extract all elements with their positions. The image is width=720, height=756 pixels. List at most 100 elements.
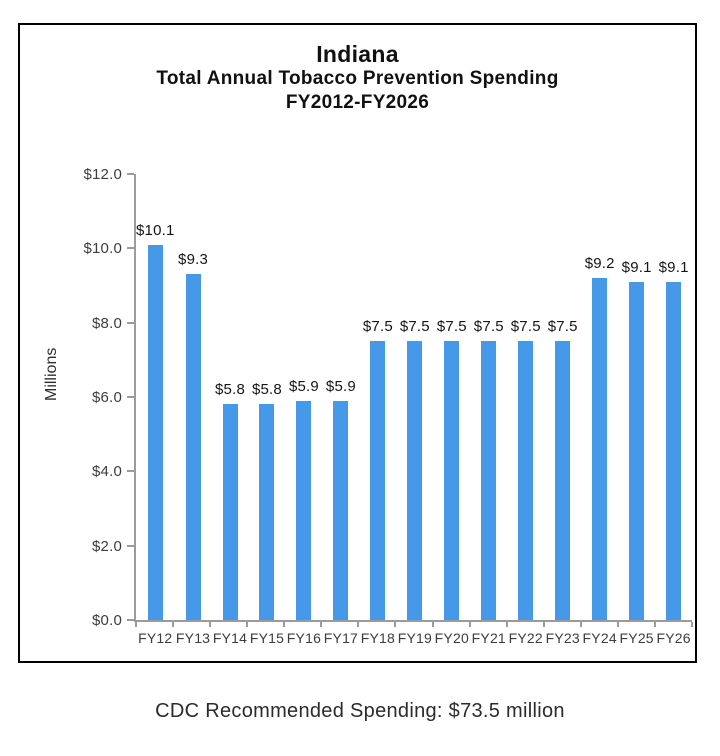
bar-value-label: $7.5 [399, 318, 430, 336]
x-tick-label: FY14 [212, 630, 248, 646]
bar-columns: $10.1 FY12 $9.3 FY13 $5.8 FY14 $5.8 FY15 $5.9 FY1… [136, 174, 692, 646]
bar-column: $7.5 FY19 [396, 174, 433, 646]
y-tick-label: $4.0 [92, 463, 122, 481]
x-axis-tick [468, 622, 471, 627]
x-axis-tick [320, 622, 323, 627]
bar-column: $7.5 FY21 [470, 174, 507, 646]
y-axis-tick [127, 544, 134, 547]
bar-column: $7.5 FY18 [359, 174, 396, 646]
bar [555, 341, 571, 620]
y-tick-label: $0.0 [92, 612, 122, 629]
bar-column: $7.5 FY22 [507, 174, 544, 646]
y-tick-label: $12.0 [83, 166, 122, 183]
x-tick-label: FY13 [175, 630, 211, 646]
bar-value-label: $7.5 [473, 318, 504, 336]
bar [185, 274, 201, 620]
bar-value-label: $9.1 [658, 258, 689, 276]
y-axis-tick [127, 396, 134, 398]
chart-subtitle: Total Annual Tobacco Prevention Spending [156, 68, 559, 89]
x-tick-label: FY25 [619, 630, 654, 646]
y-axis-tick [127, 173, 134, 175]
x-axis-tick [246, 622, 249, 627]
y-axis-tick [127, 619, 134, 621]
x-tick-label: FY15 [249, 630, 285, 646]
chart-header: Indiana Total Annual Tobacco Prevention … [20, 41, 695, 115]
bar [666, 281, 682, 620]
x-axis-tick [542, 622, 545, 627]
bar [370, 341, 386, 620]
bar-value-label: $10.1 [136, 221, 175, 239]
y-tick-label: $6.0 [92, 389, 122, 406]
x-tick-label: FY18 [360, 630, 396, 646]
x-axis-tick [209, 622, 212, 627]
x-tick-label: FY22 [508, 630, 543, 646]
x-tick-label: FY17 [323, 630, 359, 646]
y-tick-label: $2.0 [92, 537, 122, 555]
x-axis-tick [616, 622, 619, 627]
cdc-recommendation-caption: CDC Recommended Spending: $73.5 million [155, 700, 565, 722]
y-axis-tick [127, 247, 134, 250]
x-tick-label: FY26 [656, 630, 691, 646]
x-tick-label: FY16 [286, 630, 322, 646]
chart-frame: Indiana Total Annual Tobacco Prevention … [18, 23, 697, 663]
x-tick-label: FY21 [471, 630, 506, 646]
x-tick-label: FY20 [434, 630, 469, 646]
bar-value-label: $9.2 [584, 255, 615, 273]
chart-subtitle-years: FY2012-FY2026 [285, 92, 430, 113]
y-tick-label: $10.0 [83, 240, 122, 258]
bar-value-label: $5.8 [251, 381, 282, 399]
bar-column: $5.9 FY16 [285, 174, 322, 646]
plot-area: $10.1 FY12 $9.3 FY13 $5.8 FY14 $5.8 FY15 $5.9 FY1… [127, 173, 693, 646]
bar-value-label: $7.5 [436, 318, 467, 336]
bar-column: $7.5 FY23 [544, 174, 581, 646]
bar-value-label: $7.5 [510, 318, 541, 336]
bar-column: $9.2 FY24 [581, 174, 618, 646]
bar [222, 404, 238, 620]
bar-column: $9.1 FY25 [618, 174, 655, 646]
bar [296, 400, 312, 620]
x-tick-label: FY19 [397, 630, 432, 646]
y-axis-tick [127, 470, 134, 473]
bar [147, 244, 163, 620]
bar-column: $5.8 FY15 [248, 174, 285, 646]
bar-value-label: $9.1 [621, 258, 652, 276]
x-axis-tick [505, 622, 508, 627]
bar-value-label: $5.9 [288, 377, 319, 395]
bar-value-label: $7.5 [362, 318, 393, 336]
bar-value-label: $5.8 [215, 381, 245, 399]
chart-title: Indiana [316, 41, 399, 67]
bar-value-label: $7.5 [547, 318, 578, 336]
bar [629, 281, 645, 620]
bar [407, 341, 423, 620]
x-tick-label: FY12 [138, 630, 173, 646]
bar-value-label: $5.9 [325, 377, 356, 395]
bar [481, 341, 497, 620]
bar-column: $10.1 FY12 [136, 174, 175, 646]
bar-column: $5.9 FY17 [322, 174, 359, 646]
bar [592, 278, 608, 620]
bar-column: $9.1 FY26 [655, 174, 692, 646]
bar-column: $7.5 FY20 [433, 174, 470, 646]
x-axis-tick [394, 622, 397, 627]
x-axis-tick [691, 622, 693, 627]
x-axis-tick [283, 622, 286, 627]
x-axis-tick [135, 622, 137, 627]
y-tick-label: $8.0 [92, 314, 122, 332]
x-axis-tick [579, 622, 582, 627]
x-axis-tick [653, 622, 656, 627]
bar-column: $5.8 FY14 [212, 174, 249, 646]
bar [333, 400, 349, 620]
bar [444, 341, 460, 620]
y-axis-tick [127, 321, 134, 324]
x-axis-tick [172, 622, 175, 627]
x-axis-tick [431, 622, 434, 627]
y-axis-labels: $12.0 $10.0 $8.0 $6.0 $4.0 $2.0 $0.0 [20, 166, 122, 629]
bar-value-label: $9.3 [178, 251, 209, 269]
bar [259, 404, 275, 620]
x-axis-tick [357, 622, 360, 627]
x-tick-label: FY24 [582, 630, 617, 646]
x-tick-label: FY23 [545, 630, 580, 646]
bar [518, 341, 534, 620]
bar-column: $9.3 FY13 [175, 174, 212, 646]
